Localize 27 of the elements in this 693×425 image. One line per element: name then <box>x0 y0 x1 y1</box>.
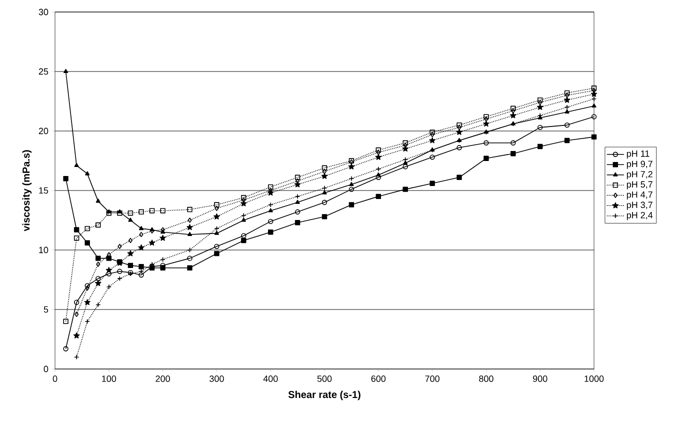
legend-label: pH 3,7 <box>626 202 652 210</box>
y-tick-label: 0 <box>44 366 48 372</box>
x-tick-label: 400 <box>263 376 278 382</box>
x-tick-label: 800 <box>479 376 494 382</box>
y-tick-label: 15 <box>39 187 48 194</box>
x-tick-label: 100 <box>102 376 116 382</box>
legend-label: pH 5,7 <box>626 181 652 190</box>
x-tick-label: 300 <box>210 376 224 382</box>
x-tick-label: 900 <box>533 376 548 382</box>
y-tick-label: 10 <box>39 246 48 254</box>
x-tick-label: 0 <box>52 376 58 382</box>
legend-label: pH 9,7 <box>626 160 652 169</box>
legend-label: pH 4,7 <box>626 191 652 200</box>
x-tick-label: 1000 <box>584 376 604 382</box>
x-tick-label: 600 <box>371 376 386 382</box>
legend-label: pH 2,4 <box>626 212 653 220</box>
legend-label: pH 7,2 <box>626 171 652 180</box>
legend-label: pH 11 <box>626 150 650 159</box>
x-tick-label: 500 <box>317 376 332 382</box>
x-tick-label: 200 <box>156 376 170 382</box>
y-tick-label: 25 <box>38 68 48 75</box>
y-tick-label: 20 <box>38 128 48 134</box>
x-axis-title: Shear rate (s-1) <box>288 390 360 400</box>
y-tick-label: 30 <box>38 8 48 16</box>
y-tick-label: 5 <box>44 306 48 313</box>
x-tick-label: 700 <box>425 376 440 382</box>
y-axis-title: viscosity (mPa.s) <box>22 150 32 232</box>
